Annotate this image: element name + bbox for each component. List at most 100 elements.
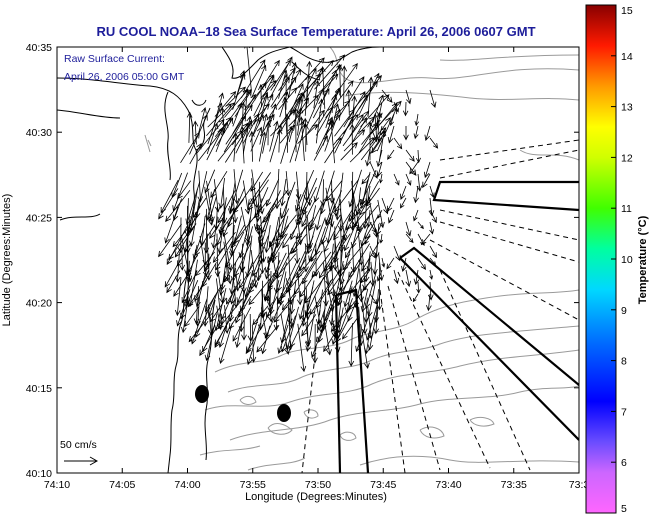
- current-vector: [314, 54, 346, 90]
- current-vector: [429, 221, 435, 235]
- current-vector: [361, 241, 380, 272]
- current-vector: [393, 173, 400, 186]
- current-vector: [315, 98, 324, 144]
- current-vector: [224, 122, 251, 163]
- current-vector: [202, 286, 209, 327]
- current-vector: [358, 268, 364, 303]
- current-vector: [260, 80, 277, 99]
- current-vector: [327, 261, 351, 296]
- current-vector: [427, 281, 434, 301]
- current-vector: [376, 269, 383, 282]
- current-vector: [298, 295, 307, 320]
- current-vector: [234, 323, 242, 349]
- current-vector: [333, 208, 354, 241]
- x-tick-label: 74:10: [44, 479, 70, 491]
- current-vector: [355, 187, 362, 216]
- current-vector: [259, 59, 280, 92]
- x-tick-label: 73:40: [435, 479, 461, 491]
- current-vector: [255, 241, 262, 282]
- current-vector: [304, 74, 311, 116]
- current-vector: [258, 232, 264, 265]
- current-vector: [369, 245, 376, 259]
- current-vector: [284, 113, 290, 153]
- current-vector: [372, 235, 379, 275]
- current-vector: [206, 126, 224, 161]
- current-vector: [325, 187, 335, 228]
- current-vector: [307, 109, 325, 134]
- current-vector: [164, 206, 179, 244]
- current-vector: [429, 137, 439, 149]
- colorbar-tick-label: 14: [621, 51, 633, 63]
- current-vector: [304, 268, 332, 304]
- current-vector: [241, 103, 270, 134]
- colorbar-tick-label: 5: [621, 503, 627, 515]
- current-vector: [174, 223, 197, 258]
- current-vector: [258, 94, 269, 125]
- current-vector: [207, 196, 217, 223]
- map-title: RU COOL NOAA–18 Sea Surface Temperature:…: [96, 24, 535, 39]
- current-vector: [376, 161, 383, 178]
- current-vector: [164, 259, 181, 288]
- current-vector: [213, 92, 225, 126]
- y-tick-label: 40:30: [26, 127, 52, 139]
- current-vector: [360, 94, 390, 128]
- current-vector: [273, 295, 297, 323]
- current-vector: [275, 214, 297, 242]
- current-vector: [232, 101, 243, 127]
- current-vector: [263, 278, 271, 302]
- colorbar-tick-label: 7: [621, 406, 627, 418]
- y-tick-label: 40:20: [26, 298, 52, 310]
- x-axis-ticks: 74:10 74:05 74:00 73:55 73:50 73:45 73:40 73:35…: [44, 47, 589, 491]
- current-vector: [362, 189, 369, 230]
- buoy-marker-east: [277, 404, 291, 422]
- current-vector: [328, 243, 335, 272]
- x-tick-label: 73:35: [501, 479, 527, 491]
- current-vector: [166, 225, 188, 265]
- current-vector: [206, 102, 236, 136]
- current-vector: [313, 170, 325, 203]
- y-tick-label: 40:10: [26, 468, 52, 480]
- current-vector: [197, 128, 224, 162]
- current-vector: [349, 171, 355, 220]
- current-vector: [400, 185, 407, 201]
- current-vector: [166, 270, 181, 294]
- current-vector: [429, 245, 437, 259]
- current-vector: [189, 199, 200, 248]
- current-vector: [386, 257, 395, 270]
- colorbar-tick-label: 13: [621, 102, 633, 114]
- current-vector: [358, 72, 380, 116]
- current-vector: [269, 124, 283, 163]
- current-vector: [214, 323, 228, 349]
- radar-radials: [301, 139, 579, 473]
- current-vector: [359, 179, 368, 210]
- current-vector: [244, 205, 253, 247]
- current-vector: [387, 125, 395, 144]
- current-vector: [413, 185, 420, 204]
- current-vector: [328, 118, 335, 164]
- current-vector: [315, 106, 333, 136]
- current-vector: [227, 188, 245, 228]
- current-vector: [413, 269, 420, 286]
- current-vector: [174, 277, 182, 317]
- current-vector: [320, 170, 335, 215]
- current-vector: [305, 322, 312, 347]
- current-vector: [361, 173, 371, 185]
- current-vector: [280, 215, 289, 240]
- y-tick-label: 40:15: [26, 383, 52, 395]
- current-vector: [288, 61, 298, 98]
- current-vector: [318, 241, 341, 279]
- current-vector: [267, 295, 274, 323]
- current-vector: [415, 149, 421, 164]
- x-axis-label: Longitude (Degrees:Minutes): [245, 491, 387, 503]
- current-vector: [230, 224, 245, 249]
- current-vector: [211, 216, 218, 249]
- current-vector: [351, 180, 359, 228]
- current-vector: [403, 126, 409, 141]
- current-vector: [364, 270, 377, 309]
- current-vector: [360, 127, 387, 161]
- current-vector: [417, 257, 427, 270]
- current-vector: [260, 93, 274, 118]
- current-vector: [313, 79, 320, 109]
- current-vector: [369, 125, 378, 143]
- current-vector: [217, 190, 236, 224]
